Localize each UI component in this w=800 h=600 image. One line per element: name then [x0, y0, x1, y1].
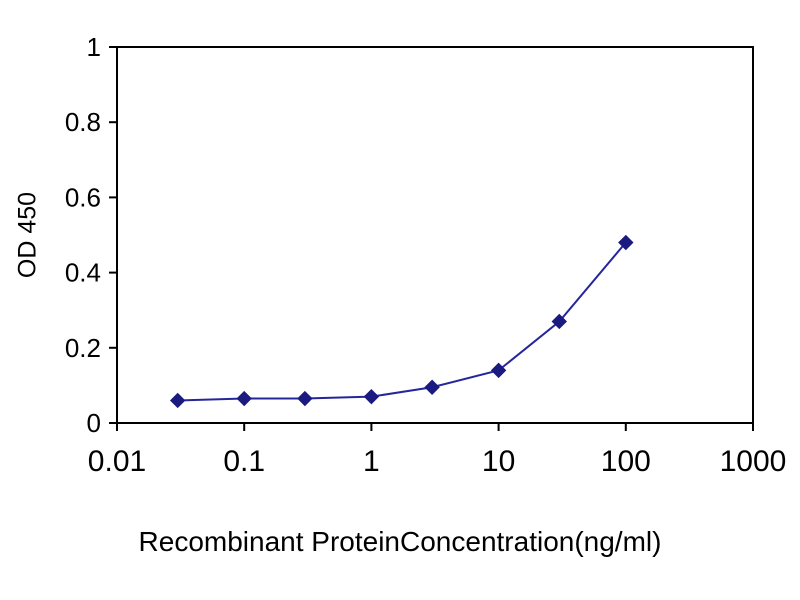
y-tick-label: 0.2	[65, 333, 101, 363]
data-point-marker	[490, 362, 507, 379]
data-point-marker	[424, 379, 440, 395]
y-tick-label: 0.8	[65, 107, 101, 137]
data-point-marker	[236, 390, 252, 407]
y-tick-label: 1	[87, 32, 101, 62]
x-tick-label: 10	[482, 445, 515, 478]
y-axis-label: OD 450	[13, 191, 42, 279]
data-point-marker	[297, 390, 313, 407]
x-axis-label: Recombinant ProteinConcentration(ng/ml)	[138, 526, 662, 557]
x-tick-label: 1000	[720, 445, 787, 478]
data-point-marker	[169, 392, 186, 409]
data-point-marker	[618, 234, 634, 251]
x-tick-label: 100	[601, 445, 651, 478]
x-tick-label: 0.1	[223, 445, 265, 478]
data-point-marker	[551, 313, 567, 330]
y-tick-label: 0	[87, 408, 101, 438]
series-line	[177, 241, 627, 402]
y-tick-label: 0.6	[65, 182, 101, 212]
data-point-marker	[363, 388, 380, 405]
y-tick-label: 0.4	[65, 258, 101, 288]
x-tick-label: 0.01	[88, 445, 146, 478]
x-tick-label: 1	[363, 445, 380, 478]
plot-frame	[116, 46, 754, 424]
